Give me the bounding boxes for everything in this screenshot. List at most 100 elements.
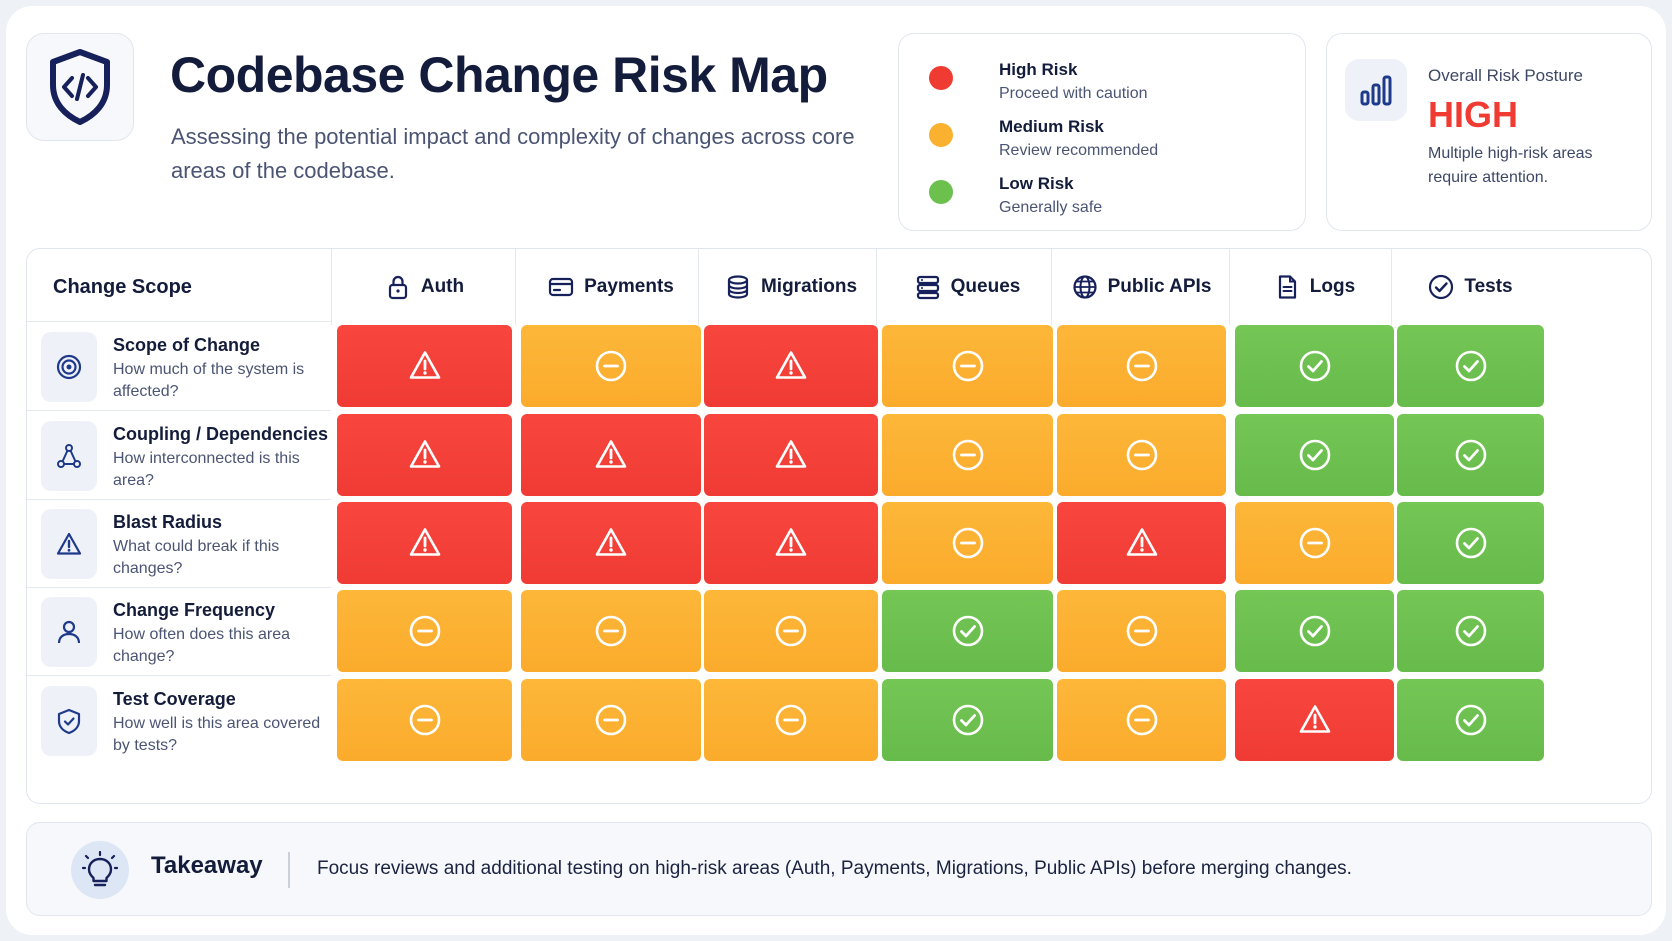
warning-icon xyxy=(1126,528,1157,556)
risk-cell-medium xyxy=(882,325,1053,407)
row-description: How interconnected is this area? xyxy=(113,450,300,489)
row-title: Coupling / Dependencies xyxy=(113,424,329,444)
header-divider xyxy=(876,249,877,325)
check-circle-icon xyxy=(1455,527,1486,559)
check-circle-icon xyxy=(1455,350,1486,382)
legend-label: Low Risk xyxy=(999,174,1074,193)
row-divider xyxy=(27,587,331,588)
user-icon xyxy=(57,620,81,643)
column-header-queues: Queues xyxy=(876,249,1059,325)
risk-cell-high xyxy=(337,414,512,496)
legend-desc: Proceed with caution xyxy=(999,85,1148,102)
risk-cell-high xyxy=(1057,502,1226,584)
risk-cell-medium xyxy=(1057,679,1226,761)
warning-icon xyxy=(56,532,82,555)
header-divider xyxy=(1051,249,1052,325)
warning-icon xyxy=(775,528,807,556)
column-header-public-apis: Public APIs xyxy=(1051,249,1232,325)
row-divider xyxy=(27,499,331,500)
row-divider xyxy=(27,410,331,411)
check-circle-icon xyxy=(952,704,983,736)
posture-value: HIGH xyxy=(1428,94,1518,135)
orange-dot-icon xyxy=(929,123,953,147)
minus-circle-icon xyxy=(595,350,627,382)
row-icon-box xyxy=(41,332,97,402)
warning-icon xyxy=(1299,705,1330,733)
check-circle-icon xyxy=(1455,439,1486,471)
row-icon-box xyxy=(41,509,97,579)
minus-circle-icon xyxy=(595,704,627,736)
header-divider xyxy=(1391,249,1392,325)
row-title: Change Frequency xyxy=(113,600,276,620)
row-description: How well is this area covered by tests? xyxy=(113,715,321,754)
risk-cell-high xyxy=(521,502,701,584)
posture-icon-box xyxy=(1345,59,1407,121)
row-header-scope-of-change: Scope of Change How much of the system is… xyxy=(27,325,351,407)
row-divider xyxy=(27,675,331,676)
legend-desc: Review recommended xyxy=(999,142,1159,159)
warning-icon xyxy=(595,528,627,556)
row-header-test-coverage: Test Coverage How well is this area cover… xyxy=(27,679,351,761)
header-divider xyxy=(1229,249,1230,325)
column-header-auth: Auth xyxy=(331,249,518,325)
check-circle-icon xyxy=(952,615,983,647)
risk-cell-medium xyxy=(704,590,878,672)
header-divider xyxy=(515,249,516,325)
risk-cell-medium xyxy=(337,679,512,761)
minus-circle-icon xyxy=(775,615,807,647)
risk-cell-low xyxy=(1397,590,1544,672)
lock-icon xyxy=(388,275,407,299)
risk-cell-high xyxy=(704,414,878,496)
minus-circle-icon xyxy=(1126,615,1157,647)
row-header-change-frequency: Change Frequency How often does this area… xyxy=(27,590,351,672)
risk-posture-card: Overall Risk Posture HIGH Multiple high-… xyxy=(1326,33,1652,231)
red-dot-icon xyxy=(929,66,953,90)
risk-cell-low xyxy=(1235,590,1394,672)
column-header-tests: Tests xyxy=(1391,249,1550,325)
minus-circle-icon xyxy=(952,527,983,559)
warning-icon xyxy=(775,440,807,468)
minus-circle-icon xyxy=(1126,350,1157,382)
check-circle-icon xyxy=(1299,615,1330,647)
minus-circle-icon xyxy=(775,704,807,736)
row-description: How much of the system is affected? xyxy=(113,361,305,400)
page-subtitle: Assessing the potential impact and compl… xyxy=(171,124,855,183)
warning-icon xyxy=(409,440,440,468)
header-divider xyxy=(698,249,699,325)
risk-cell-low xyxy=(1397,679,1544,761)
warning-icon xyxy=(775,351,807,379)
page-title: Codebase Change Risk Map xyxy=(170,47,828,103)
globe-icon xyxy=(1072,274,1097,299)
matrix-header-row: Change Scope Auth Payments Migrations Queue… xyxy=(27,249,1651,325)
column-header-payments: Payments xyxy=(515,249,707,325)
minus-circle-icon xyxy=(595,615,627,647)
takeaway-title: Takeaway xyxy=(151,852,263,879)
risk-cell-high xyxy=(521,414,701,496)
column-header-label: Payments xyxy=(584,276,674,297)
risk-cell-medium xyxy=(521,679,701,761)
minus-circle-icon xyxy=(1299,527,1330,559)
minus-circle-icon xyxy=(1126,439,1157,471)
row-header-coupling-dependencies: Coupling / Dependencies How interconnecte… xyxy=(27,414,351,496)
risk-cell-medium xyxy=(882,414,1053,496)
posture-label: Overall Risk Posture xyxy=(1428,66,1583,85)
row-title: Test Coverage xyxy=(113,689,236,709)
risk-cell-low xyxy=(1397,325,1544,407)
risk-cell-medium xyxy=(337,590,512,672)
risk-cell-medium xyxy=(521,590,701,672)
page-canvas: Codebase Change Risk Map Assessing the p… xyxy=(6,6,1666,935)
risk-cell-medium xyxy=(1057,414,1226,496)
row-header-blast-radius: Blast Radius What could break if this cha… xyxy=(27,502,351,584)
bulb-badge xyxy=(71,841,129,899)
database-icon xyxy=(727,274,749,299)
check-circle-icon xyxy=(1455,615,1486,647)
row-description: How often does this area change? xyxy=(113,626,290,665)
card-icon xyxy=(549,277,574,296)
legend-label: High Risk xyxy=(999,60,1078,79)
warning-icon xyxy=(409,351,440,379)
minus-circle-icon xyxy=(409,704,440,736)
risk-cell-medium xyxy=(882,502,1053,584)
minus-circle-icon xyxy=(952,439,983,471)
legend-desc: Generally safe xyxy=(999,199,1103,216)
check-circle-icon xyxy=(1455,704,1486,736)
